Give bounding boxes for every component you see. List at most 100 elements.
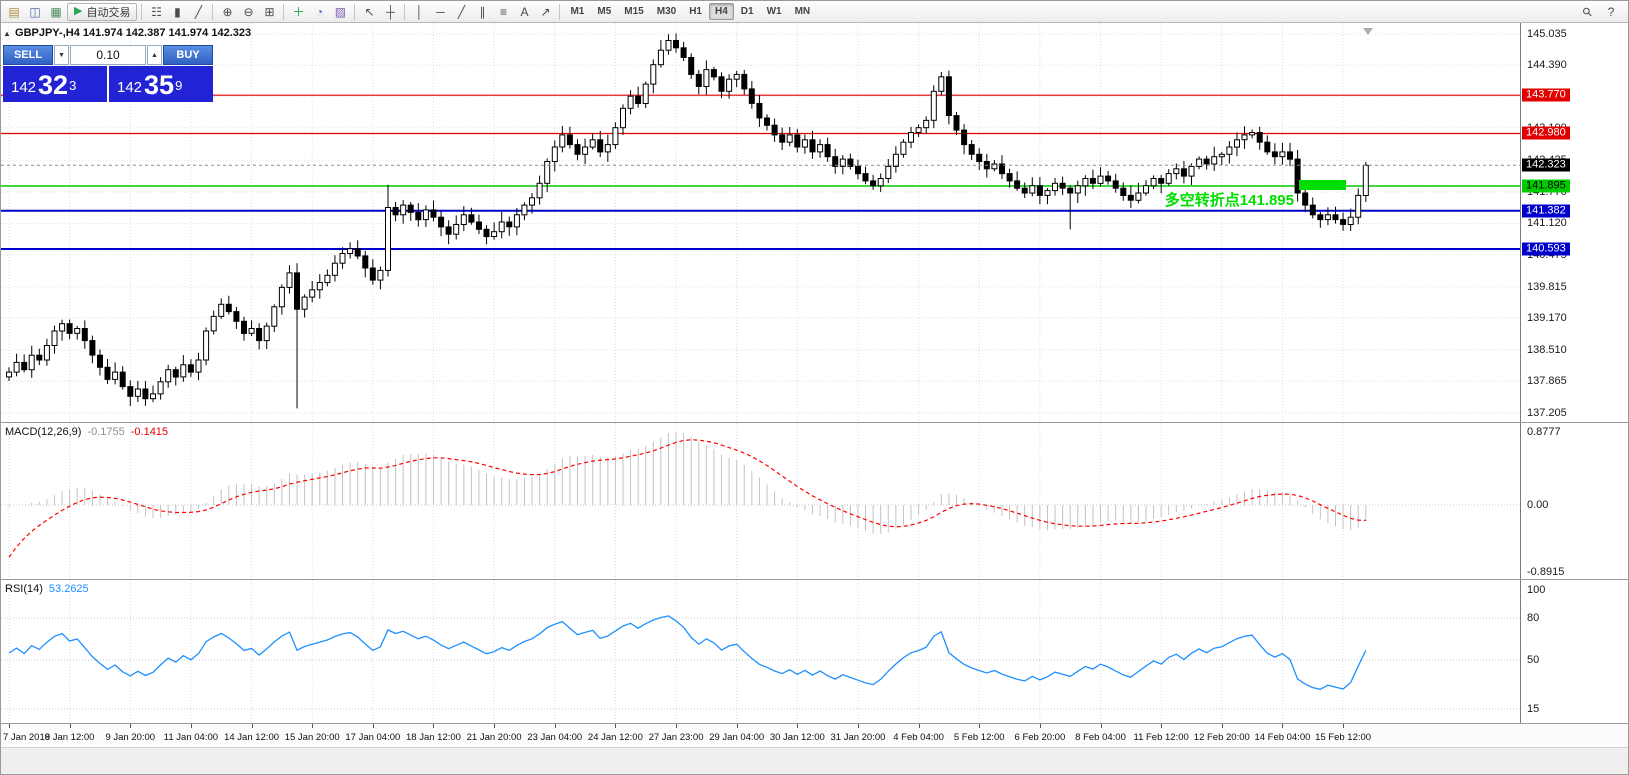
time-axis-label: 8 Feb 04:00 bbox=[1075, 732, 1126, 743]
bar-chart-icon[interactable]: ☷ bbox=[146, 3, 166, 21]
time-axis-tick bbox=[190, 724, 192, 728]
search-icon[interactable]: ⚲ bbox=[1577, 3, 1597, 21]
time-axis: 7 Jan 2019 8 Jan 12:00 9 Jan 20:00 11 Jan 0… bbox=[1, 723, 1628, 747]
crosshair-icon[interactable]: ┼ bbox=[380, 3, 400, 21]
timeframe-h4-label: H4 bbox=[714, 6, 728, 17]
time-axis-tick bbox=[494, 724, 496, 728]
timeframe-m15[interactable]: M15 bbox=[618, 3, 649, 20]
price-axis-label: 139.170 bbox=[1527, 311, 1567, 324]
search-icon: ⚲ bbox=[1578, 3, 1596, 20]
lot-increase-button[interactable]: ▲ bbox=[147, 45, 162, 65]
time-axis-label: 14 Jan 12:00 bbox=[224, 732, 280, 743]
buy-price-pips: 35 bbox=[144, 70, 175, 100]
one-click-price-row: 142 32 3 142 35 9 bbox=[3, 66, 213, 102]
autotrading-icon: ▶ bbox=[74, 5, 83, 17]
time-axis-label: 21 Jan 20:00 bbox=[466, 732, 522, 743]
timeframe-w1[interactable]: W1 bbox=[761, 3, 788, 20]
zoom-in-icon[interactable]: ⊕ bbox=[217, 3, 237, 21]
profiles-icon[interactable]: ▦ bbox=[46, 3, 66, 21]
toolbar-separator bbox=[212, 3, 214, 20]
templates-icon[interactable]: ▨ bbox=[330, 3, 350, 21]
macd-chart-surface[interactable] bbox=[1, 423, 1520, 579]
help-icon[interactable]: ? bbox=[1601, 3, 1621, 21]
horizontal-line-icon[interactable]: ─ bbox=[430, 3, 450, 21]
time-axis-tick bbox=[433, 724, 435, 728]
timeframe-m15-label: M15 bbox=[624, 6, 644, 17]
buy-price-box[interactable]: 142 35 9 bbox=[109, 66, 213, 102]
autotrading-button[interactable]: ▶ 自动交易 bbox=[67, 2, 138, 21]
sell-button[interactable]: SELL bbox=[3, 45, 53, 65]
equidistant-channel-icon[interactable]: ∥ bbox=[472, 3, 492, 21]
price-chart-surface[interactable] bbox=[1, 23, 1520, 422]
trendline-icon[interactable]: ╱ bbox=[451, 3, 471, 21]
timeframe-m30-label: M30 bbox=[656, 6, 677, 17]
macd-label: MACD(12,26,9) -0.1755 -0.1415 bbox=[5, 426, 168, 438]
equidistant-channel-icon: ∥ bbox=[479, 4, 486, 19]
new-order-icon[interactable]: ▤ bbox=[4, 3, 24, 21]
timeframe-d1[interactable]: D1 bbox=[735, 3, 760, 20]
cursor-icon[interactable]: ↖ bbox=[359, 3, 379, 21]
timeframe-h1[interactable]: H1 bbox=[683, 3, 708, 20]
fibonacci-icon[interactable]: ≡ bbox=[493, 3, 513, 21]
current-price-badge: 142.323 bbox=[1522, 158, 1570, 172]
buy-button[interactable]: BUY bbox=[163, 45, 213, 65]
time-axis-label: 12 Feb 20:00 bbox=[1193, 732, 1250, 743]
timeframe-m1[interactable]: M1 bbox=[564, 3, 590, 20]
timeframe-mn[interactable]: MN bbox=[789, 3, 817, 20]
text-label-icon: A bbox=[520, 4, 529, 19]
time-axis-label: 27 Jan 23:00 bbox=[648, 732, 704, 743]
price-axis: 145.035144.390143.745143.100142.425141.7… bbox=[1520, 23, 1628, 422]
text-label-icon[interactable]: A bbox=[514, 3, 534, 21]
tile-windows-icon[interactable]: ⊞ bbox=[259, 3, 279, 21]
zoom-out-icon[interactable]: ⊖ bbox=[238, 3, 258, 21]
lot-decrease-button[interactable]: ▼ bbox=[54, 45, 69, 65]
time-axis-label: 14 Feb 04:00 bbox=[1254, 732, 1311, 743]
indicators-icon: ＋ bbox=[292, 4, 305, 19]
timeframe-m5[interactable]: M5 bbox=[591, 3, 617, 20]
toolbar-right-group: ⚲? bbox=[1577, 3, 1627, 21]
toolbar-separator bbox=[404, 3, 406, 20]
candles-series bbox=[6, 33, 1369, 409]
macd-value-signal: -0.1415 bbox=[130, 426, 169, 438]
time-axis-tick bbox=[1282, 724, 1284, 728]
trendline-icon: ╱ bbox=[457, 4, 466, 19]
one-click-collapse-icon[interactable]: ▴ bbox=[5, 28, 10, 38]
price-panel: ▴ GBPJPY-,H4 141.974 142.387 141.974 142… bbox=[1, 23, 1520, 422]
timeframe-d1-label: D1 bbox=[740, 6, 754, 17]
price-grid bbox=[1, 23, 1520, 422]
chart-shift-marker[interactable] bbox=[1363, 28, 1373, 35]
vertical-line-icon[interactable]: │ bbox=[409, 3, 429, 21]
panel-separator[interactable] bbox=[1, 422, 1628, 423]
lot-size-input[interactable] bbox=[70, 45, 146, 65]
cursor-icon: ↖ bbox=[364, 4, 375, 19]
new-chart-icon[interactable]: ◫ bbox=[25, 3, 45, 21]
rsi-axis-label: 80 bbox=[1527, 612, 1540, 624]
rsi-line bbox=[8, 615, 1367, 690]
line-chart-icon: ╱ bbox=[194, 4, 203, 19]
periods-icon: ◔ bbox=[315, 4, 324, 19]
timeframe-mn-label: MN bbox=[794, 6, 811, 17]
tile-windows-icon: ⊞ bbox=[264, 4, 275, 19]
arrows-tool-icon[interactable]: ↗ bbox=[535, 3, 555, 21]
time-axis-label: 11 Feb 12:00 bbox=[1133, 732, 1189, 743]
rsi-axis: 100 80 50 15 bbox=[1520, 580, 1628, 723]
price-line-badge: 141.895 bbox=[1522, 179, 1570, 193]
vertical-line-icon: │ bbox=[415, 4, 424, 19]
time-axis-tick bbox=[797, 724, 799, 728]
periods-icon[interactable]: ◔ bbox=[309, 3, 329, 21]
sell-price-box[interactable]: 142 32 3 bbox=[3, 66, 107, 102]
timeframe-h4[interactable]: H4 bbox=[708, 3, 734, 20]
rsi-chart-surface[interactable] bbox=[1, 580, 1520, 723]
timeframe-w1-label: W1 bbox=[766, 6, 782, 17]
sell-price-base: 142 bbox=[11, 79, 37, 96]
line-chart-icon[interactable]: ╱ bbox=[188, 3, 208, 21]
time-axis-tick bbox=[676, 724, 678, 728]
time-axis-tick bbox=[1161, 724, 1163, 728]
timeframe-m30[interactable]: M30 bbox=[651, 3, 682, 20]
candlestick-chart-icon[interactable]: ▮ bbox=[167, 3, 187, 21]
price-axis-label: 138.510 bbox=[1527, 343, 1567, 356]
candlestick-chart-icon: ▮ bbox=[174, 4, 181, 19]
indicators-icon[interactable]: ＋ bbox=[288, 3, 308, 21]
panel-separator[interactable] bbox=[1, 579, 1628, 580]
